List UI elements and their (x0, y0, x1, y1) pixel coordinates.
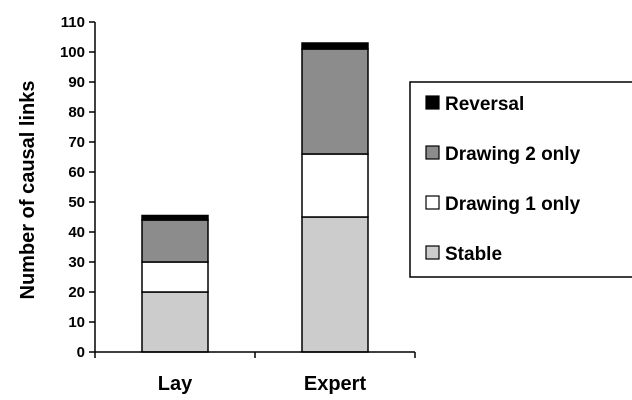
legend-label: Drawing 2 only (445, 144, 581, 165)
y-tick-label: 20 (68, 284, 85, 301)
legend-swatch (425, 95, 440, 110)
bar-segment (301, 42, 369, 50)
legend-label: Stable (445, 244, 502, 265)
bars-group (141, 42, 369, 353)
y-tick-label: 40 (68, 224, 85, 241)
legend-swatch (425, 145, 440, 160)
bar-segment (141, 219, 209, 263)
x-categories-group: Lay Expert (94, 352, 416, 395)
y-tick-label: 100 (60, 44, 85, 61)
legend-label: Drawing 1 only (445, 194, 581, 215)
bar-segment (301, 153, 369, 218)
legend-label: Reversal (445, 94, 524, 115)
bar-segment (141, 291, 209, 353)
bar-segment (141, 261, 209, 293)
legend-items: Reversal Drawing 2 only Drawing 1 only Stab… (425, 94, 581, 265)
y-tick-label: 60 (68, 164, 85, 181)
y-tick-label: 50 (68, 194, 85, 211)
x-category-label: Expert (304, 373, 367, 395)
legend: Reversal Drawing 2 only Drawing 1 only Stab… (409, 81, 632, 278)
bar-segment (301, 216, 369, 353)
y-tick-label: 30 (68, 254, 85, 271)
y-tick-label: 110 (61, 14, 85, 31)
x-category-label: Lay (158, 373, 193, 395)
y-ticks-group: 0 10 20 30 40 50 60 70 80 90 100 110 (60, 14, 95, 361)
legend-swatch (425, 195, 440, 210)
y-axis-label: Number of causal links (17, 81, 39, 300)
y-tick-label: 10 (68, 314, 85, 331)
y-tick-label: 90 (68, 74, 85, 91)
y-tick-label: 0 (77, 344, 85, 361)
y-tick-label: 70 (68, 134, 85, 151)
legend-swatch (425, 245, 440, 260)
bar-segment (301, 48, 369, 155)
bar-segment (141, 214, 209, 221)
legend-box (409, 81, 632, 278)
y-tick-label: 80 (68, 104, 85, 121)
